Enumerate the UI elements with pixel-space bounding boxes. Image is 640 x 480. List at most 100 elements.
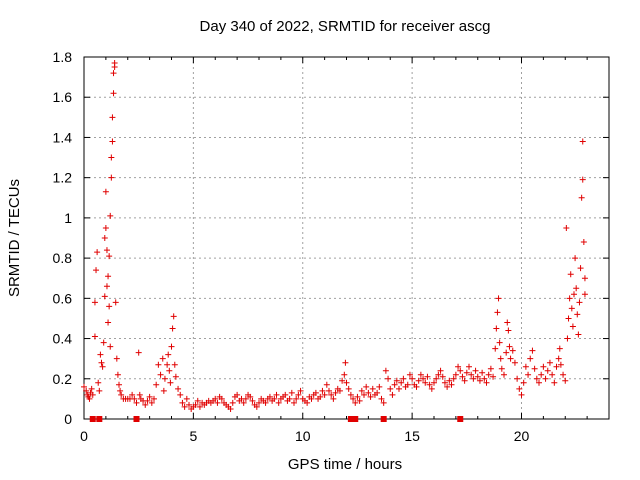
data-point <box>439 373 446 380</box>
data-point <box>551 379 558 386</box>
data-point <box>494 309 501 316</box>
data-point <box>131 395 138 402</box>
data-point <box>153 381 160 388</box>
data-point <box>492 345 499 352</box>
data-point <box>565 315 572 322</box>
data-point <box>387 385 394 392</box>
data-point <box>110 70 117 77</box>
x-axis-label: GPS time / hours <box>288 456 402 473</box>
data-point <box>435 371 442 378</box>
data-point <box>576 299 583 306</box>
data-point <box>393 377 400 384</box>
data-point <box>406 371 413 378</box>
y-tick-label: 1.2 <box>53 170 73 186</box>
data-point <box>342 359 349 366</box>
data-point <box>146 393 153 400</box>
data-point <box>506 343 513 350</box>
zero-marker <box>96 416 103 422</box>
data-point <box>168 343 175 350</box>
data-point <box>367 393 374 400</box>
data-point <box>194 397 201 404</box>
data-point <box>297 387 304 394</box>
data-point <box>424 373 431 380</box>
data-point <box>531 365 538 372</box>
data-point <box>234 391 241 398</box>
data-point <box>113 355 120 362</box>
data-point <box>160 387 167 394</box>
data-point <box>106 253 113 260</box>
data-point <box>273 391 280 398</box>
data-point <box>170 313 177 320</box>
data-point <box>102 188 109 195</box>
data-point <box>369 385 376 392</box>
data-point <box>106 303 113 310</box>
data-point <box>112 299 119 306</box>
data-point <box>431 379 437 386</box>
data-point <box>503 349 510 356</box>
tick-labels: 0 5 10 15 20 0 0.2 0.4 0.6 0.8 1 1.2 1.4 1.6 1.8 <box>53 49 530 444</box>
data-point <box>256 399 262 406</box>
data-point <box>573 285 580 292</box>
data-point <box>336 387 343 394</box>
y-axis-label: SRMTID / TECUs <box>6 179 23 297</box>
data-point <box>288 389 295 396</box>
data-point <box>91 299 98 306</box>
data-point <box>165 351 172 358</box>
data-point <box>102 224 109 231</box>
data-point <box>358 387 365 394</box>
data-point <box>380 399 387 406</box>
data-point <box>448 381 455 388</box>
data-point <box>498 365 505 372</box>
data-point <box>107 212 114 219</box>
data-point <box>167 379 174 386</box>
data-point <box>227 405 234 412</box>
data-point <box>560 371 567 378</box>
data-point <box>101 293 108 300</box>
data-point <box>114 371 121 378</box>
data-point <box>363 383 370 390</box>
data-point <box>578 194 585 201</box>
data-point <box>441 379 448 386</box>
axis-ticks <box>83 56 609 420</box>
data-point <box>172 373 179 380</box>
data-point <box>93 267 100 274</box>
data-point <box>354 393 361 400</box>
zero-markers <box>89 416 464 422</box>
data-point <box>529 347 536 354</box>
data-point <box>101 235 108 241</box>
data-point <box>332 389 339 396</box>
data-point <box>567 271 574 278</box>
data-point <box>161 375 168 382</box>
data-point <box>509 347 516 354</box>
data-point <box>376 383 383 390</box>
data-point <box>496 339 503 346</box>
chart-title: Day 340 of 2022, SRMTID for receiver asc… <box>200 18 491 35</box>
data-point <box>579 138 586 145</box>
data-point <box>177 391 184 398</box>
data-point <box>107 343 114 350</box>
data-point <box>319 387 326 394</box>
data-point <box>247 393 254 400</box>
data-point <box>389 391 396 398</box>
data-point <box>415 377 422 384</box>
data-point <box>495 295 502 302</box>
data-point <box>483 379 490 386</box>
data-point <box>466 363 472 370</box>
data-point <box>326 387 332 394</box>
data-point <box>540 363 547 370</box>
data-point <box>398 379 405 386</box>
x-tick-label: 15 <box>404 428 420 444</box>
data-point <box>105 319 112 326</box>
data-point <box>157 371 164 378</box>
data-point <box>581 291 588 298</box>
data-point <box>575 331 582 338</box>
data-point <box>266 393 273 400</box>
data-point <box>212 395 219 402</box>
data-point <box>497 355 504 362</box>
data-point <box>472 367 479 374</box>
data-point <box>452 371 459 378</box>
zero-marker <box>89 416 96 422</box>
data-point <box>99 363 106 370</box>
data-point <box>148 399 155 406</box>
data-point <box>253 403 260 410</box>
